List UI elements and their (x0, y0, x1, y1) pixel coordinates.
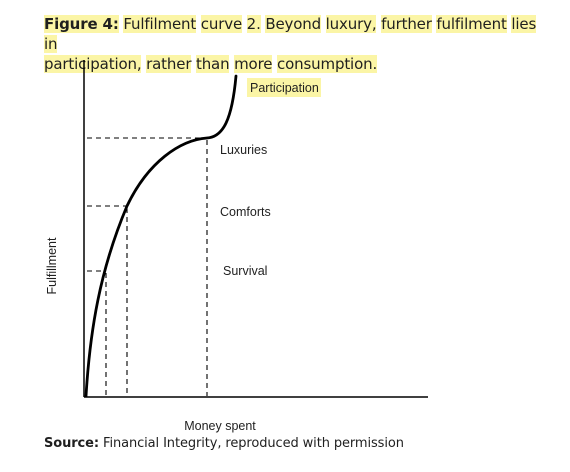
x-axis-label: Money spent (184, 419, 256, 433)
caption-figure-label: Figure 4: (44, 15, 119, 33)
caption-word: luxury, (325, 15, 377, 33)
participation-label: Participation (250, 81, 319, 95)
figure-caption: Figure 4: Fulfilment curve 2. Beyond lux… (44, 14, 544, 74)
caption-word: more (234, 55, 273, 73)
caption-word: in (44, 35, 58, 53)
caption-word: . (372, 55, 378, 73)
caption-word: fulfilment (436, 15, 507, 33)
source-label: Source: (44, 436, 99, 451)
caption-word: lies (511, 15, 537, 33)
comforts-label: Comforts (220, 205, 271, 219)
source-text: Financial Integrity, reproduced with per… (98, 436, 404, 451)
caption-text: Fulfilment curve 2. Beyond luxury, furth… (44, 15, 536, 73)
caption-word: Fulfilment (123, 15, 197, 33)
caption-word: Beyond (265, 15, 322, 33)
source-line: Source: Financial Integrity, reproduced … (44, 436, 404, 451)
participation-highlight (247, 78, 321, 97)
caption-word: curve (200, 15, 243, 33)
caption-word: 2. (246, 15, 261, 33)
caption-word: further (381, 15, 432, 33)
guide-lines (87, 137, 208, 396)
caption-word: rather (146, 55, 192, 73)
fulfilment-curve (84, 74, 238, 398)
luxuries-label: Luxuries (220, 143, 267, 157)
caption-word: participation, (44, 55, 142, 73)
caption-word: than (195, 55, 230, 73)
survival-label: Survival (223, 264, 267, 278)
y-axis-label: Fulfillment (45, 237, 59, 294)
caption-word: consumption (276, 55, 373, 73)
